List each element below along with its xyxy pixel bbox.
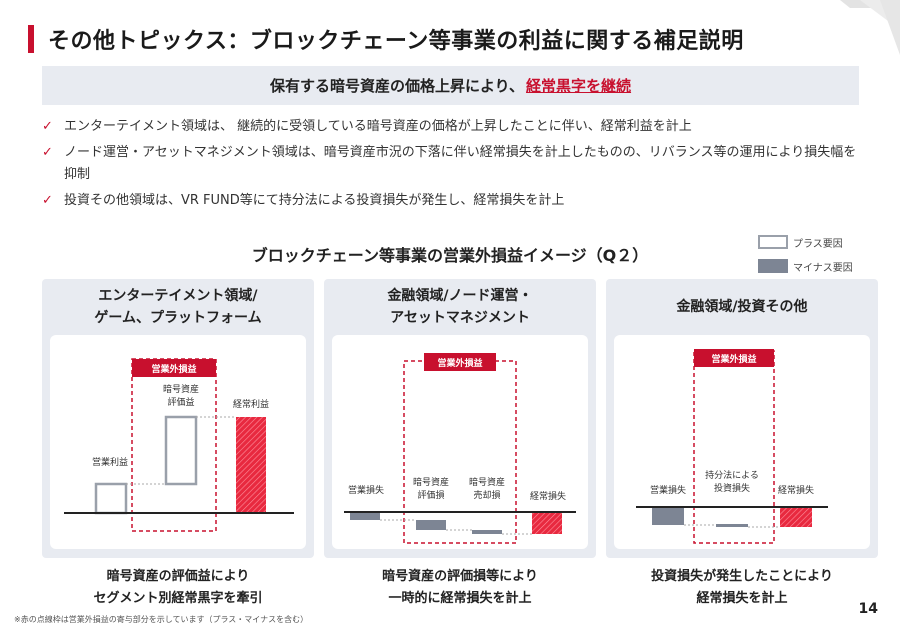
bar-label-line1: 暗号資産 xyxy=(163,383,199,395)
panel-investment-other: 金融領域/投資その他 営業外損益 営業損失 持分法による 投資損失 経常損失 xyxy=(606,279,878,558)
legend-plus-swatch xyxy=(758,235,788,249)
panel-chart-area: 営業外損益 営業損失 持分法による 投資損失 経常損失 xyxy=(614,335,870,549)
legend-minus-label: マイナス要因 xyxy=(793,262,853,274)
bar-equity-method-investment-loss xyxy=(716,524,748,527)
caption-line2: セグメント別経常黒字を牽引 xyxy=(93,591,263,606)
bar-label: 営業損失 xyxy=(650,484,686,496)
panel-node-asset-management: 金融領域/ノード運営・ アセットマネジメント 営業外損益 営業損失 暗号資産 評… xyxy=(324,279,596,558)
legend-minus-swatch xyxy=(758,259,788,273)
panel-caption: 暗号資産の評価益により セグメント別経常黒字を牽引 xyxy=(42,566,314,610)
bullet-item: ✓ 投資その他領域は、VR FUND等にて持分法による投資損失が発生し、経常損失… xyxy=(42,190,862,212)
panel-chart-area: 営業外損益 営業損失 暗号資産 評価損 暗号資産 売却損 経常損失 xyxy=(332,335,588,549)
caption-line1: 投資損失が発生したことにより xyxy=(651,569,833,584)
contribution-tag-label: 営業外損益 xyxy=(437,357,482,369)
panel-heading-line1: 金融領域/ノード運営・ xyxy=(387,288,533,304)
caption-line1: 暗号資産の評価益により xyxy=(106,569,250,584)
bar-ordinary-profit xyxy=(236,417,266,513)
bar-label-line1: 暗号資産 xyxy=(469,476,505,488)
footnote: ※赤の点線枠は営業外損益の寄与部分を示しています（プラス・マイナスを含む） xyxy=(14,615,309,624)
contribution-tag xyxy=(424,353,496,371)
panel-entertainment: エンターテイメント領域/ ゲーム、プラットフォーム 営業外損益 営業利益 暗号資… xyxy=(42,279,314,558)
bullet-item: ✓ エンターテイメント領域は、 継続的に受領している暗号資産の価格が上昇したこと… xyxy=(42,116,862,138)
bar-label: 経常損失 xyxy=(778,484,814,496)
bar-label-line2: 売却損 xyxy=(473,489,500,501)
panel-heading: 金融領域/投資その他 xyxy=(606,279,878,335)
panel-chart-area: 営業外損益 営業利益 暗号資産 評価益 経常利益 xyxy=(50,335,306,549)
bar-crypto-sale-loss xyxy=(472,530,502,534)
banner-highlight: 経常黒字を継続 xyxy=(526,77,632,95)
corner-decoration xyxy=(780,0,900,60)
bar-label: 営業損失 xyxy=(348,484,384,496)
check-icon: ✓ xyxy=(42,145,53,160)
bullet-list: ✓ エンターテイメント領域は、 継続的に受領している暗号資産の価格が上昇したこと… xyxy=(42,116,862,216)
bar-operating-profit xyxy=(94,482,128,515)
bar-operating-loss xyxy=(350,512,380,520)
legend-item-plus: プラス要因 xyxy=(758,234,853,250)
legend-plus-label: プラス要因 xyxy=(793,238,843,250)
bullet-item: ✓ ノード運営・アセットマネジメント領域は、暗号資産市況の下落に伴い経常損失を計… xyxy=(42,142,862,186)
bar-crypto-valuation-gain xyxy=(164,415,198,486)
check-icon: ✓ xyxy=(42,193,53,208)
bar-crypto-valuation-loss xyxy=(416,520,446,530)
bullet-text: エンターテイメント領域は、 継続的に受領している暗号資産の価格が上昇したことに伴… xyxy=(64,119,692,134)
panel-caption: 投資損失が発生したことにより 経常損失を計上 xyxy=(606,566,878,610)
bar-label-line2: 投資損失 xyxy=(714,482,750,494)
panel-heading-line2: アセットマネジメント xyxy=(390,310,530,326)
bar-ordinary-loss xyxy=(780,507,812,527)
caption-line2: 経常損失を計上 xyxy=(696,591,788,606)
page-number: 14 xyxy=(858,601,878,617)
panel-heading-line1: 金融領域/投資その他 xyxy=(676,299,808,315)
legend-item-minus: マイナス要因 xyxy=(758,258,853,274)
banner-text: 保有する暗号資産の価格上昇により、 xyxy=(269,77,525,95)
page-title: その他トピックス：ブロックチェーン等事業の利益に関する補足説明 xyxy=(48,29,744,54)
bar-label-line1: 持分法による xyxy=(705,469,759,481)
contribution-tag-label: 営業外損益 xyxy=(711,353,756,365)
bullet-text: ノード運営・アセットマネジメント領域は、暗号資産市況の下落に伴い経常損失を計上し… xyxy=(64,145,857,182)
contribution-tag-label: 営業外損益 xyxy=(151,363,196,375)
bar-label-line2: 評価損 xyxy=(417,489,444,501)
bar-ordinary-loss xyxy=(532,512,562,534)
caption-line1: 暗号資産の評価損等により xyxy=(382,569,538,584)
bar-label: 経常損失 xyxy=(530,490,566,502)
summary-banner: 保有する暗号資産の価格上昇により、 経常黒字を継続 xyxy=(42,66,859,105)
title-row: その他トピックス：ブロックチェーン等事業の利益に関する補足説明 xyxy=(28,24,744,54)
contribution-frame xyxy=(693,350,775,544)
bullet-text: 投資その他領域は、VR FUND等にて持分法による投資損失が発生し、経常損失を計… xyxy=(64,193,565,208)
contribution-tag xyxy=(132,359,216,377)
panel-heading: エンターテイメント領域/ ゲーム、プラットフォーム xyxy=(42,279,314,335)
legend: プラス要因 マイナス要因 xyxy=(758,234,853,282)
contribution-frame xyxy=(403,360,517,544)
contribution-tag xyxy=(694,349,774,367)
diagram-title: ブロックチェーン等事業の営業外損益イメージ（Q２） xyxy=(251,246,649,265)
check-icon: ✓ xyxy=(42,119,53,134)
bar-operating-loss xyxy=(652,507,684,525)
panel-heading-line2: ゲーム、プラットフォーム xyxy=(94,310,262,326)
bar-label-line1: 暗号資産 xyxy=(413,476,449,488)
caption-line2: 一時的に経常損失を計上 xyxy=(388,591,532,606)
panel-heading: 金融領域/ノード運営・ アセットマネジメント xyxy=(324,279,596,335)
title-accent-bar xyxy=(28,25,34,53)
panel-heading-line1: エンターテイメント領域/ xyxy=(98,288,258,304)
bar-label: 経常利益 xyxy=(233,398,269,410)
bar-label: 営業利益 xyxy=(92,456,128,468)
bar-label-line2: 評価益 xyxy=(167,396,194,408)
panel-caption: 暗号資産の評価損等により 一時的に経常損失を計上 xyxy=(324,566,596,610)
